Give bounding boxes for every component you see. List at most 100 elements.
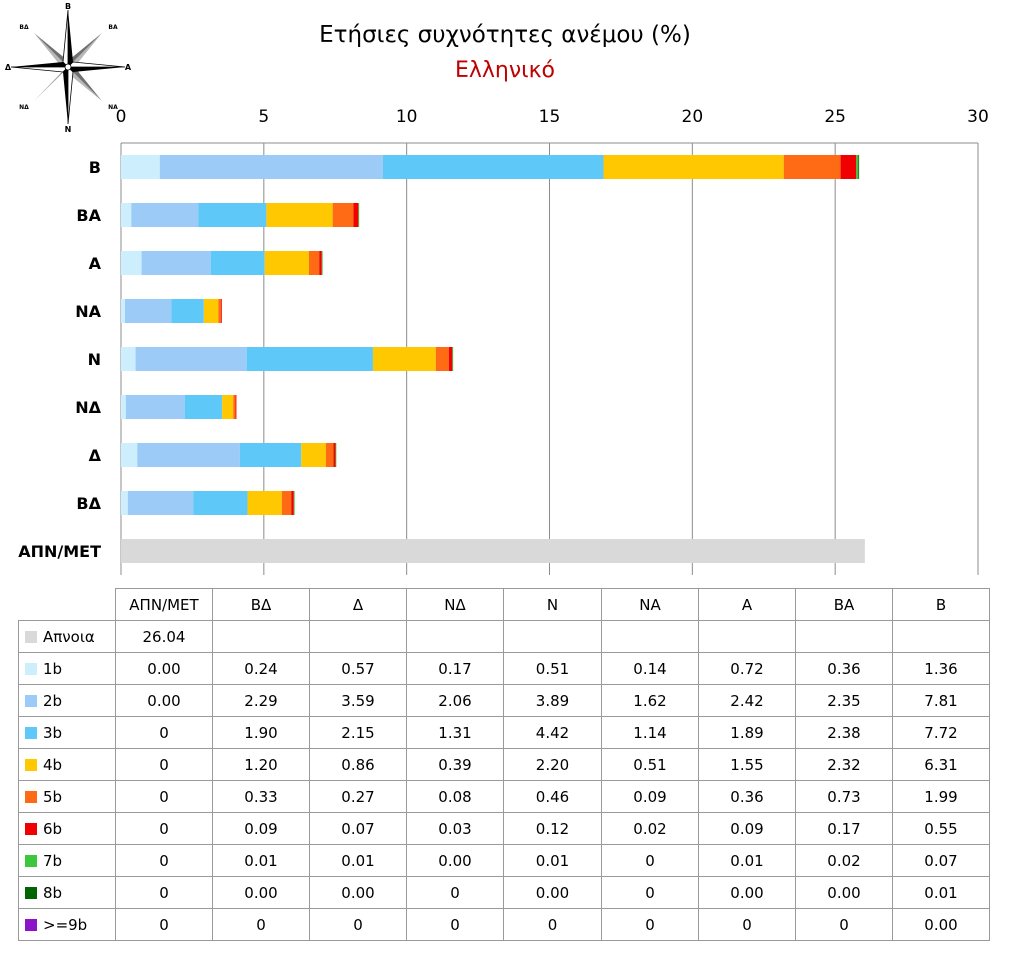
table-cell: 0.51	[601, 748, 699, 781]
bar-segment	[325, 443, 334, 467]
legend-cell: 1b	[18, 652, 116, 685]
table-cell: 0	[406, 876, 504, 909]
table-cell: 0	[795, 908, 893, 941]
bar-segment	[319, 251, 322, 275]
bar-segment	[239, 443, 302, 467]
table-cell: 0	[115, 780, 213, 813]
table-row: 6b 0 0.09 0.07 0.03 0.12 0.02 0.09 0.17 0.55	[18, 812, 990, 845]
bar-segment	[121, 443, 138, 467]
bar-segment	[121, 155, 160, 179]
table-cell: 0	[115, 716, 213, 749]
table-cell: 26.04	[115, 620, 213, 653]
table-cell: 0	[601, 908, 699, 941]
chart-bars	[121, 155, 865, 563]
bar-segment	[264, 251, 309, 275]
bar-segment	[247, 491, 282, 515]
bar-segment	[301, 443, 326, 467]
bar-segment	[246, 347, 373, 371]
table-cell: 0.07	[892, 844, 990, 877]
legend-cell: 6b	[18, 812, 116, 845]
x-tick-label: 30	[967, 107, 989, 127]
legend-swatch	[25, 886, 37, 899]
table-cell: 0.73	[795, 780, 893, 813]
table-cell: 0.00	[795, 876, 893, 909]
table-cell: 0.00	[503, 876, 602, 909]
table-cell: 7.72	[892, 716, 990, 749]
bar-segment	[198, 203, 267, 227]
bar-segment	[135, 347, 247, 371]
bar-segment	[220, 299, 222, 323]
table-cell: 0.00	[115, 652, 213, 685]
table-row: 2b 0.00 2.29 3.59 2.06 3.89 1.62 2.42 2.35 7.81	[18, 684, 990, 717]
data-table: ΑΠΝ/ΜΕΤ ΒΔ Δ ΝΔ Ν ΝΑ Α ΒΑ Β Απνοια 26.04 1b 0.00 0.2…	[18, 588, 990, 941]
legend-swatch	[25, 822, 37, 835]
table-cell: 2.42	[698, 684, 796, 717]
table-cell: 1.89	[698, 716, 796, 749]
stacked-bar-chart: 0 5 10 15 20 25 30 Β ΒΑ Α ΝΑ Ν ΝΔ Δ ΒΔ ΑΠΝ/ΜΕΤ	[18, 107, 989, 575]
table-cell: 0.00	[115, 684, 213, 717]
compass-label-n: Β	[65, 2, 71, 11]
bar-segment	[159, 155, 383, 179]
legend-swatch	[25, 790, 37, 803]
bar-segment	[222, 395, 234, 419]
bar-segment	[235, 395, 237, 419]
table-row: >=9b 0 0 0 0 0 0 0 0 0.00	[18, 908, 990, 941]
table-cell: 1.20	[212, 748, 310, 781]
table-cell: 0.00	[212, 876, 310, 909]
bar-segment	[266, 203, 333, 227]
bar-segment	[358, 203, 360, 227]
table-cell: 0.24	[212, 652, 310, 685]
category-label: ΒΔ	[76, 494, 101, 513]
legend-swatch	[25, 694, 37, 707]
table-cell	[795, 620, 893, 653]
bar-segment	[127, 491, 194, 515]
bar-segment	[193, 491, 248, 515]
table-cell	[212, 620, 310, 653]
compass-label-ne: ΒΑ	[108, 24, 118, 31]
table-row: 5b 0 0.33 0.27 0.08 0.46 0.09 0.36 0.73 1.99	[18, 780, 990, 813]
bar-segment	[131, 203, 199, 227]
table-col-header: ΒΔ	[212, 588, 310, 621]
table-col-header: Ν	[503, 588, 602, 621]
table-cell: 2.20	[503, 748, 602, 781]
table-cell: 2.38	[795, 716, 893, 749]
table-cell: 0.09	[698, 812, 796, 845]
table-cell: 2.29	[212, 684, 310, 717]
x-tick-label: 10	[396, 107, 418, 127]
table-cell: 0.01	[212, 844, 310, 877]
table-cell: 0.01	[698, 844, 796, 877]
table-cell	[601, 620, 699, 653]
table-cell: 1.55	[698, 748, 796, 781]
table-cell: 0.57	[309, 652, 407, 685]
legend-label: 6b	[43, 819, 63, 838]
table-cell: 0.36	[698, 780, 796, 813]
table-cell: 0.01	[309, 844, 407, 877]
bar-segment	[121, 491, 128, 515]
compass-label-se: ΝΑ	[108, 104, 118, 111]
table-cell: 3.89	[503, 684, 602, 717]
legend-label: 7b	[43, 851, 63, 870]
bar-segment	[121, 395, 126, 419]
legend-label: 8b	[43, 883, 63, 902]
legend-cell: 3b	[18, 716, 116, 749]
x-axis-ticks: 0 5 10 15 20 25 30	[116, 107, 989, 127]
compass-diagonal-arms	[34, 33, 102, 101]
legend-cell: 5b	[18, 780, 116, 813]
bar-segment	[353, 203, 359, 227]
compass-label-nw: ΒΔ	[19, 24, 29, 31]
legend-swatch	[25, 662, 37, 675]
bar-segment	[333, 443, 336, 467]
category-label: Α	[89, 254, 102, 273]
table-cell: 1.31	[406, 716, 504, 749]
bar-segment	[856, 155, 859, 179]
table-row: 1b 0.00 0.24 0.57 0.17 0.51 0.14 0.72 0.36 1.36	[18, 652, 990, 685]
bar-segment	[382, 155, 604, 179]
bar-segment	[218, 299, 221, 323]
legend-label: 2b	[43, 691, 63, 710]
bar-segment	[308, 251, 320, 275]
table-cell: 2.32	[795, 748, 893, 781]
legend-label: 1b	[43, 659, 63, 678]
table-cell: 0	[115, 876, 213, 909]
category-label: Ν	[88, 350, 101, 369]
table-cell: 0.00	[309, 876, 407, 909]
